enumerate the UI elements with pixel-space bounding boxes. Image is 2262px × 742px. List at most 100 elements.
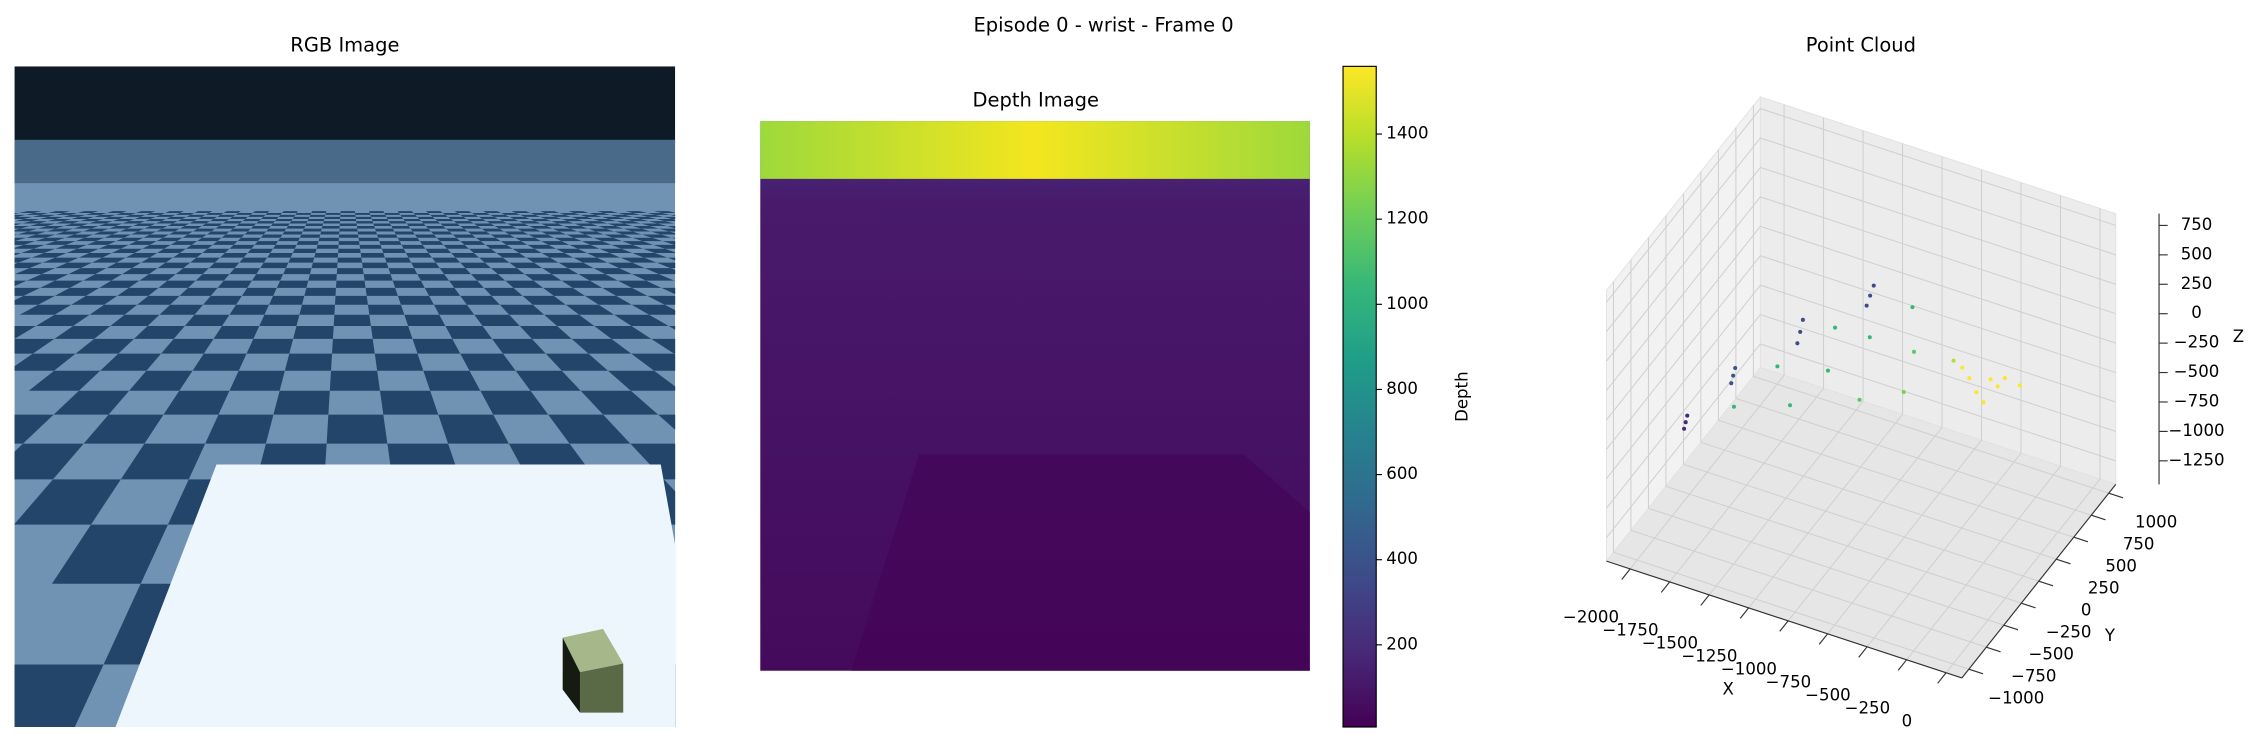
floor-tile — [286, 226, 306, 229]
floor-tile — [175, 268, 209, 275]
floor-tile — [668, 326, 676, 330]
y-tick — [2073, 536, 2089, 543]
z-tick-label: 750 — [2181, 215, 2213, 234]
floor-tile — [260, 234, 283, 238]
y-tick-label: −250 — [2046, 623, 2092, 642]
floor-tile — [442, 212, 461, 215]
floor-tile — [42, 257, 79, 263]
floor-tile — [311, 211, 327, 213]
floor-tile — [19, 211, 42, 213]
floor-tile — [561, 280, 603, 288]
floor-tile — [98, 223, 123, 227]
floor-tile — [541, 253, 574, 258]
point — [1833, 325, 1838, 330]
floor-tile — [490, 234, 516, 238]
floor-tile — [19, 304, 72, 315]
floor-tile — [14, 257, 32, 263]
floor-tile — [251, 274, 284, 281]
floor-tile — [566, 234, 594, 238]
floor-tile — [529, 226, 553, 229]
floor-tile — [336, 268, 364, 275]
floor-tile — [491, 268, 525, 275]
floor-tile — [201, 223, 223, 227]
floor-tile — [283, 268, 312, 275]
point — [1912, 349, 1917, 354]
floor-tile — [184, 314, 230, 327]
floor-tile — [212, 241, 238, 245]
floor-tile — [221, 234, 245, 238]
floor-tile — [509, 216, 530, 219]
floor-tile — [481, 228, 505, 232]
y-tick-label: 750 — [2123, 535, 2155, 554]
floor-tile — [565, 304, 615, 315]
floor-tile — [650, 231, 676, 235]
floor-tile — [83, 414, 164, 444]
floor-tile — [267, 253, 293, 258]
floor-tile — [288, 257, 315, 263]
floor-tile — [414, 234, 437, 238]
floor-tile — [571, 338, 632, 354]
floor-tile — [335, 280, 366, 288]
floor-tile — [161, 338, 214, 354]
floor-tile — [602, 287, 648, 296]
floor-tile — [194, 211, 213, 213]
floor-tile — [356, 226, 376, 229]
floor-tile — [375, 228, 395, 232]
floor-tile — [14, 221, 15, 222]
floor-tile — [470, 274, 506, 281]
figure-title: Episode 0 - wrist - Frame 0 — [973, 13, 1233, 36]
floor-tile — [607, 223, 633, 227]
x-tick-label: −2000 — [1563, 608, 1619, 627]
floor-tile — [203, 295, 242, 305]
floor-tile — [175, 212, 195, 215]
floor-tile — [32, 214, 56, 217]
floor-tile — [124, 214, 146, 217]
grid-line — [1760, 166, 2116, 285]
floor-tile — [79, 218, 104, 222]
floor-tile — [658, 414, 676, 430]
floor-tile — [170, 241, 198, 245]
y-axis — [1961, 484, 2117, 679]
floor-tile — [14, 664, 104, 727]
floor-tile — [379, 241, 402, 245]
x-tick — [1937, 672, 1947, 684]
grid-line — [1760, 137, 2116, 256]
grid-line — [1606, 255, 1761, 450]
floor-tile — [583, 221, 608, 224]
x-tick-label: −1750 — [1602, 621, 1658, 640]
floor-tile — [309, 214, 326, 217]
floor-tile — [22, 221, 48, 224]
floor-tile — [47, 218, 72, 222]
floor-tile — [220, 253, 248, 258]
floor-tile — [165, 211, 184, 213]
floor-tile — [550, 214, 572, 217]
floor-tile — [561, 218, 584, 222]
floor-tile — [630, 443, 676, 480]
floor-tile — [205, 414, 274, 444]
floor-tile — [436, 237, 461, 242]
floor-tile — [26, 234, 56, 238]
floor-tile — [426, 211, 443, 213]
floor-tile — [611, 244, 644, 249]
point — [1682, 426, 1687, 431]
floor-tile — [94, 214, 116, 217]
floor-tile — [215, 226, 237, 229]
floor-tile — [434, 218, 454, 222]
floor-tile — [71, 216, 95, 219]
floor-tile — [334, 295, 368, 305]
floor-tile — [296, 241, 319, 245]
floor-tile — [569, 244, 600, 249]
floor-tile — [55, 262, 92, 269]
floor-tile — [501, 212, 521, 215]
floor-tile — [541, 241, 570, 245]
floor-tile — [460, 226, 482, 229]
floor-tile — [333, 314, 371, 327]
floor-tile — [304, 287, 336, 296]
floor-tile — [581, 241, 612, 245]
y-tick — [2091, 514, 2106, 521]
cube-top — [562, 628, 624, 673]
floor-tile — [647, 295, 676, 305]
floor-tile — [355, 216, 372, 219]
floor-tile — [674, 223, 676, 224]
